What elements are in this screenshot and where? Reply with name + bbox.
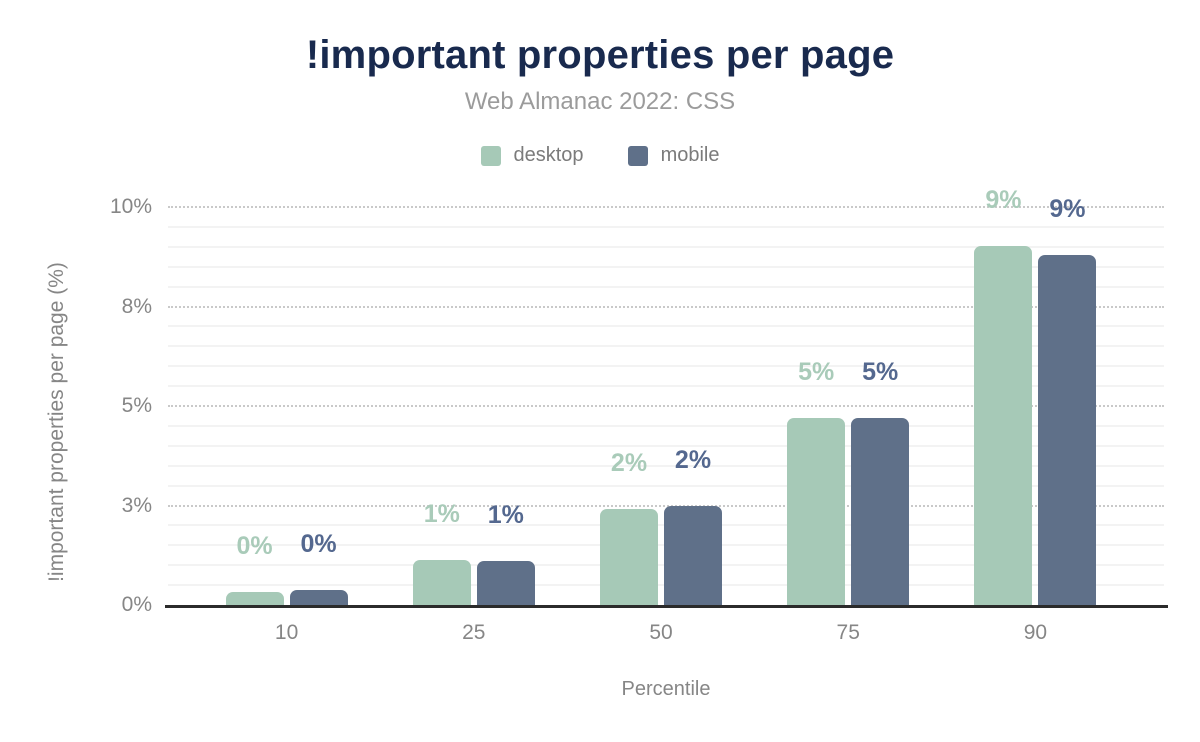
minor-gridline bbox=[168, 225, 1164, 228]
mobile-bar bbox=[289, 590, 348, 605]
chart-subtitle: Web Almanac 2022: CSS bbox=[464, 88, 736, 115]
desktop-bar bbox=[974, 245, 1033, 605]
y-tick-label: 3% bbox=[121, 493, 152, 517]
mobile-bar bbox=[664, 505, 722, 605]
desktop-bar-value-label: 2% bbox=[610, 448, 648, 477]
minor-gridline bbox=[168, 385, 1164, 388]
minor-gridline bbox=[168, 325, 1164, 328]
major-gridline bbox=[168, 305, 1164, 308]
mobile-bar-value-label: 2% bbox=[674, 445, 712, 474]
bar-group-p90: 9% 9% 90 bbox=[942, 186, 1129, 644]
bar-pair: 9% 9% bbox=[974, 185, 1097, 605]
x-tick-label: 50 bbox=[649, 621, 673, 644]
legend-label: desktop bbox=[513, 144, 584, 166]
mobile-bar-stack: 1% bbox=[476, 501, 535, 605]
bar-groups: 0% 0% 10 1% 1% 25 2% 2% 50 5% 5% 75 9% 9% 90 bbox=[193, 186, 1129, 644]
bar-group-p10: 0% 0% 10 bbox=[193, 207, 380, 644]
desktop-bar-stack: 0% bbox=[225, 531, 284, 605]
legend-item-desktop: desktop bbox=[480, 144, 584, 167]
mobile-bar-value-label: 0% bbox=[300, 530, 337, 559]
major-gridline bbox=[168, 206, 1164, 208]
x-axis-title: Percentile bbox=[621, 678, 711, 700]
bar-group-p50: 2% 2% 50 bbox=[567, 207, 754, 644]
bar-pair: 2% 2% bbox=[600, 445, 722, 605]
desktop-bar-stack: 5% bbox=[787, 357, 846, 605]
y-tick-label: 5% bbox=[121, 394, 152, 417]
y-tick-label: 0% bbox=[121, 593, 152, 616]
minor-gridline bbox=[168, 265, 1164, 268]
minor-gridline bbox=[168, 245, 1164, 248]
x-tick-label: 90 bbox=[1023, 621, 1048, 644]
chart-title: !important properties per page bbox=[305, 33, 895, 77]
desktop-bar-stack: 1% bbox=[412, 500, 471, 605]
desktop-bar bbox=[787, 417, 846, 605]
legend: desktop mobile bbox=[0, 144, 1200, 167]
mobile-bar-stack: 2% bbox=[664, 445, 722, 605]
legend-item-mobile: mobile bbox=[627, 144, 720, 167]
desktop-bar bbox=[225, 591, 284, 605]
mobile-bar bbox=[851, 417, 910, 605]
y-tick-label: 10% bbox=[109, 195, 152, 218]
x-tick-label: 25 bbox=[462, 621, 486, 644]
major-gridline bbox=[168, 405, 1164, 407]
desktop-bar-value-label: 9% bbox=[985, 185, 1022, 214]
y-tick-label: 8% bbox=[121, 294, 152, 318]
minor-gridline bbox=[168, 365, 1164, 368]
plot-area: 0% 0% 10 1% 1% 25 2% 2% 50 5% 5% 75 9% 9% 90 bbox=[165, 186, 1168, 644]
desktop-bar-stack: 9% bbox=[974, 185, 1033, 605]
minor-gridline bbox=[168, 484, 1164, 487]
bar-pair: 5% 5% bbox=[787, 357, 910, 605]
desktop-bar-stack: 2% bbox=[600, 449, 658, 605]
minor-gridline bbox=[168, 285, 1164, 288]
mobile-bar-stack: 9% bbox=[1038, 194, 1097, 605]
mobile-bar-value-label: 9% bbox=[1049, 194, 1086, 223]
minor-gridline bbox=[168, 444, 1164, 447]
x-tick-label: 10 bbox=[274, 621, 299, 644]
bar-group-p25: 1% 1% 25 bbox=[380, 207, 567, 644]
bar-pair: 0% 0% bbox=[225, 530, 348, 605]
mobile-bar-value-label: 5% bbox=[862, 357, 899, 386]
x-tick-label: 75 bbox=[836, 621, 860, 644]
bar-pair: 1% 1% bbox=[412, 500, 535, 605]
mobile-bar-value-label: 1% bbox=[487, 501, 524, 530]
mobile-bar-stack: 0% bbox=[289, 530, 348, 605]
desktop-bar bbox=[412, 560, 471, 605]
x-axis-line bbox=[165, 605, 1168, 608]
desktop-bar bbox=[600, 508, 658, 605]
mobile-bar bbox=[1038, 254, 1097, 605]
mobile-bar-stack: 5% bbox=[851, 357, 910, 605]
desktop-bar-value-label: 1% bbox=[423, 500, 460, 529]
mobile-bar bbox=[476, 561, 535, 605]
legend-swatch-icon bbox=[480, 145, 501, 166]
minor-gridline bbox=[168, 424, 1164, 427]
major-gridline bbox=[168, 504, 1164, 507]
minor-gridline bbox=[168, 464, 1164, 467]
minor-gridline bbox=[168, 345, 1164, 348]
legend-swatch-icon bbox=[627, 145, 648, 166]
desktop-bar-value-label: 0% bbox=[236, 531, 273, 560]
desktop-bar-value-label: 5% bbox=[798, 357, 835, 386]
legend-label: mobile bbox=[660, 144, 720, 166]
bar-group-p75: 5% 5% 75 bbox=[755, 207, 942, 644]
